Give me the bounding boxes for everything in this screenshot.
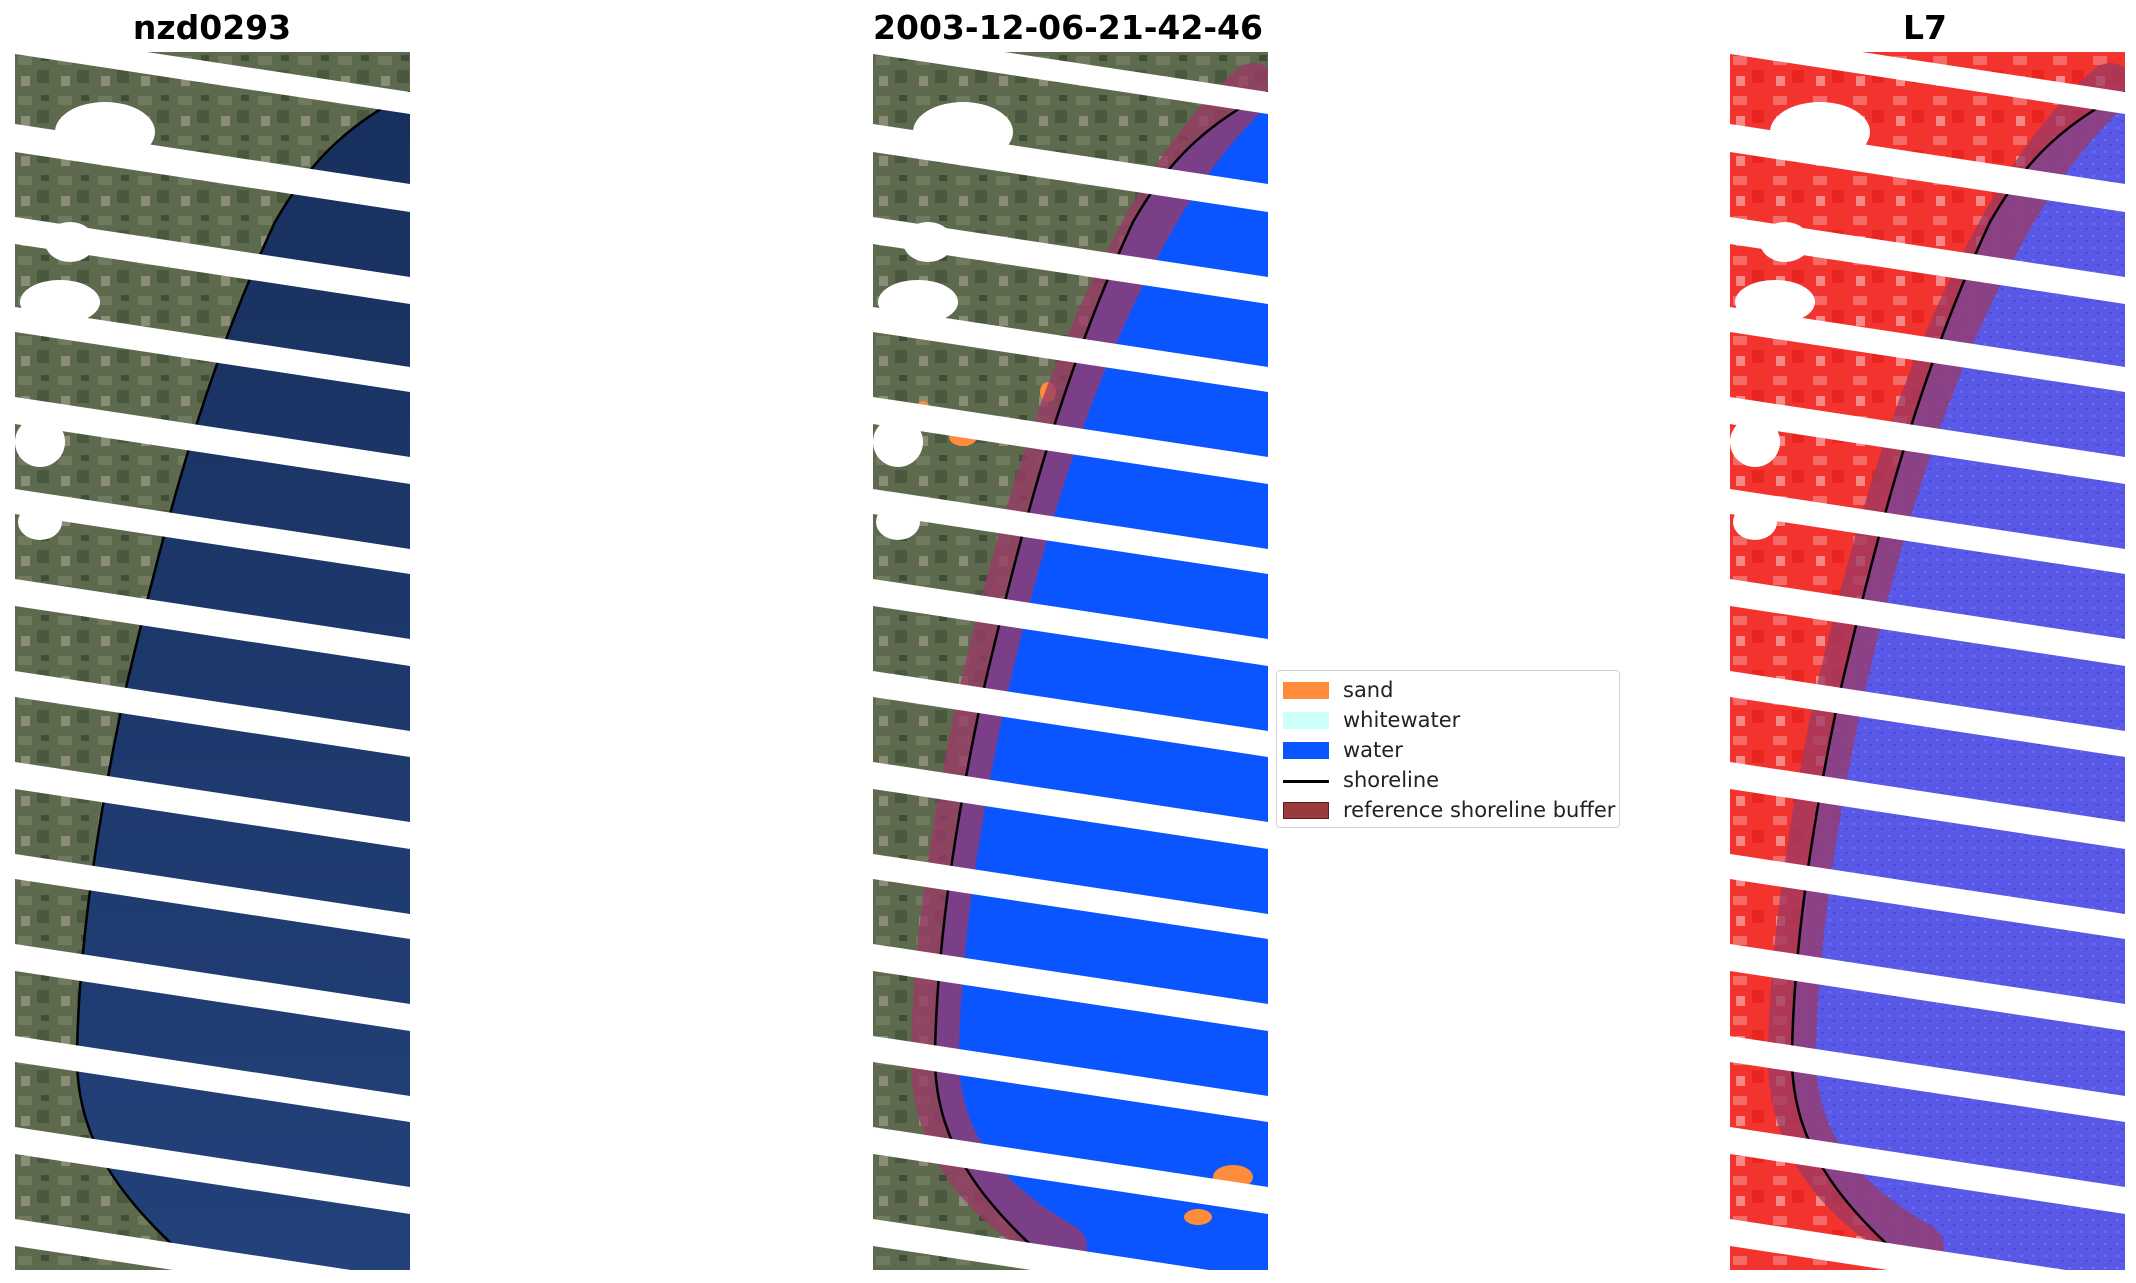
classified-image <box>873 52 1268 1270</box>
legend-item-water: water <box>1277 737 1619 765</box>
legend-label: water <box>1343 738 1403 762</box>
panel-title-classified: 2003-12-06-21-42-46 <box>873 8 1263 47</box>
panel-title-index: L7 <box>1903 8 1947 47</box>
whitewater-swatch <box>1283 712 1329 729</box>
legend: sand whitewater water shoreline referenc… <box>1276 670 1620 828</box>
legend-label: reference shoreline buffer <box>1343 798 1616 822</box>
legend-item-buffer: reference shoreline buffer <box>1277 797 1619 825</box>
legend-label: whitewater <box>1343 708 1461 732</box>
sand-swatch <box>1283 682 1329 699</box>
panel-title-rgb: nzd0293 <box>132 8 292 47</box>
legend-label: sand <box>1343 678 1394 702</box>
shoreline-swatch <box>1283 780 1329 783</box>
scan-line-gaps <box>15 52 410 1270</box>
legend-item-shoreline: shoreline <box>1277 767 1619 795</box>
legend-label: shoreline <box>1343 768 1440 792</box>
rgb-satellite-image <box>15 52 410 1270</box>
buffer-swatch <box>1283 802 1329 819</box>
legend-item-sand: sand <box>1277 677 1619 705</box>
legend-item-whitewater: whitewater <box>1277 707 1619 735</box>
index-image <box>1730 52 2125 1270</box>
water-swatch <box>1283 742 1329 759</box>
